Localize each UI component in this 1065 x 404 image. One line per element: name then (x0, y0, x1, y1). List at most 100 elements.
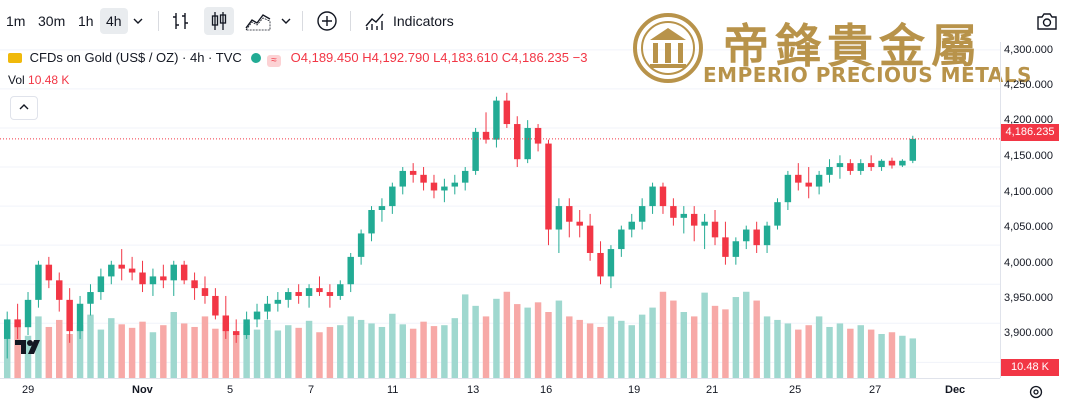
price-tick: 3,950.000 (1004, 292, 1053, 304)
candle-body (690, 213, 698, 226)
candle-body (274, 299, 282, 304)
price-chart[interactable] (0, 42, 1000, 378)
date-axis-line (0, 378, 1000, 379)
ohlc-close: C4,186.235 (501, 50, 570, 65)
volume-bar (368, 323, 375, 378)
volume-bar (670, 300, 677, 378)
candles-button[interactable] (204, 7, 234, 35)
candle-body (524, 127, 531, 160)
candle-body (878, 160, 885, 168)
candle-body (763, 225, 771, 246)
divider (350, 11, 351, 31)
volume-bar (701, 292, 708, 378)
candle-body (659, 186, 667, 207)
candle-body (597, 252, 604, 277)
candle-body (732, 241, 740, 257)
candle-body (649, 186, 656, 207)
candle-body (35, 264, 42, 300)
volume-bar (212, 328, 219, 378)
volume-bar (378, 326, 386, 378)
area-chart-icon[interactable] (244, 10, 272, 32)
date-tick: 25 (789, 384, 802, 396)
ohlc-high: H4,192.790 (362, 50, 430, 65)
volume-bar (305, 320, 313, 378)
add-compare-icon[interactable] (316, 10, 338, 32)
volume-bar (191, 326, 198, 378)
settings-icon[interactable] (1028, 384, 1044, 400)
volume-bar (180, 323, 188, 378)
volume-bar (722, 309, 729, 378)
tradingview-logo[interactable] (14, 338, 46, 356)
candle-body (795, 174, 802, 183)
market-status-icon[interactable] (251, 53, 262, 63)
price-tick: 3,900.000 (1004, 327, 1053, 339)
indicators-label: Indicators (393, 13, 454, 29)
price-axis[interactable] (1000, 42, 1065, 378)
volume-bar (899, 335, 906, 378)
interval-30m[interactable]: 30m (38, 13, 66, 29)
candle-body (285, 292, 292, 300)
symbol-legend: CFDs on Gold (US$ / OZ) · 4h · TVC ≈ O4,… (8, 50, 587, 67)
candle-body (149, 276, 157, 285)
candle-body (170, 264, 177, 281)
camera-icon[interactable] (1036, 11, 1058, 31)
volume-bar (711, 305, 719, 378)
volume-bar (784, 323, 792, 378)
volume-bar (201, 316, 209, 378)
candle-body (472, 131, 479, 171)
chevron-down-icon[interactable] (280, 16, 292, 26)
symbol-title[interactable]: CFDs on Gold (US$ / OZ) · 4h · TVC (29, 50, 242, 65)
volume-bar (399, 324, 406, 378)
candles-icon (211, 12, 227, 30)
candle-body (201, 288, 209, 296)
candle-body (24, 299, 32, 328)
volume-bar (24, 335, 32, 378)
date-tick: 21 (706, 384, 719, 396)
volume-bar (420, 321, 427, 378)
volume-bar (524, 307, 531, 378)
volume-bar (690, 316, 698, 378)
candle-body (888, 160, 896, 166)
volume-bar (76, 325, 84, 378)
candle-body (368, 210, 375, 234)
candle-body (128, 268, 136, 273)
bar-chart-icon[interactable] (170, 10, 192, 32)
approx-icon[interactable]: ≈ (267, 55, 282, 67)
candle-body (3, 319, 11, 339)
date-tick: 7 (308, 384, 315, 396)
candle-body (264, 303, 271, 312)
price-tick: 4,100.000 (1004, 186, 1053, 198)
volume-bar (441, 325, 448, 378)
candle-body (722, 237, 729, 257)
candle-body (753, 229, 760, 246)
volume-bar (493, 298, 500, 378)
candle-body (399, 170, 406, 187)
volume-bar (160, 325, 167, 378)
volume-bar (243, 325, 250, 378)
chevron-down-icon[interactable] (132, 16, 144, 26)
interval-1h[interactable]: 1h (78, 13, 94, 29)
candle-body (139, 272, 146, 285)
candle-body (680, 213, 688, 218)
chevron-up-icon (19, 104, 29, 110)
volume-bar (597, 326, 604, 378)
volume-bar (409, 328, 417, 378)
candle-body (108, 264, 115, 277)
collapse-legend-button[interactable] (10, 96, 38, 120)
date-tick: 11 (387, 384, 399, 396)
candle-body (576, 221, 583, 226)
volume-bar (316, 332, 323, 378)
volume-bar (149, 332, 157, 378)
candle-body (326, 292, 334, 296)
interval-1m[interactable]: 1m (6, 13, 26, 29)
interval-4h[interactable]: 4h (100, 8, 128, 34)
candle-body (566, 206, 573, 222)
candle-body (389, 186, 396, 207)
volume-bar (514, 304, 521, 378)
volume-bar (534, 302, 542, 378)
volume-bar (805, 325, 812, 378)
volume-bar (347, 316, 354, 378)
candle-body (305, 288, 313, 296)
candle-body (76, 303, 84, 332)
volume-bar (108, 318, 115, 378)
